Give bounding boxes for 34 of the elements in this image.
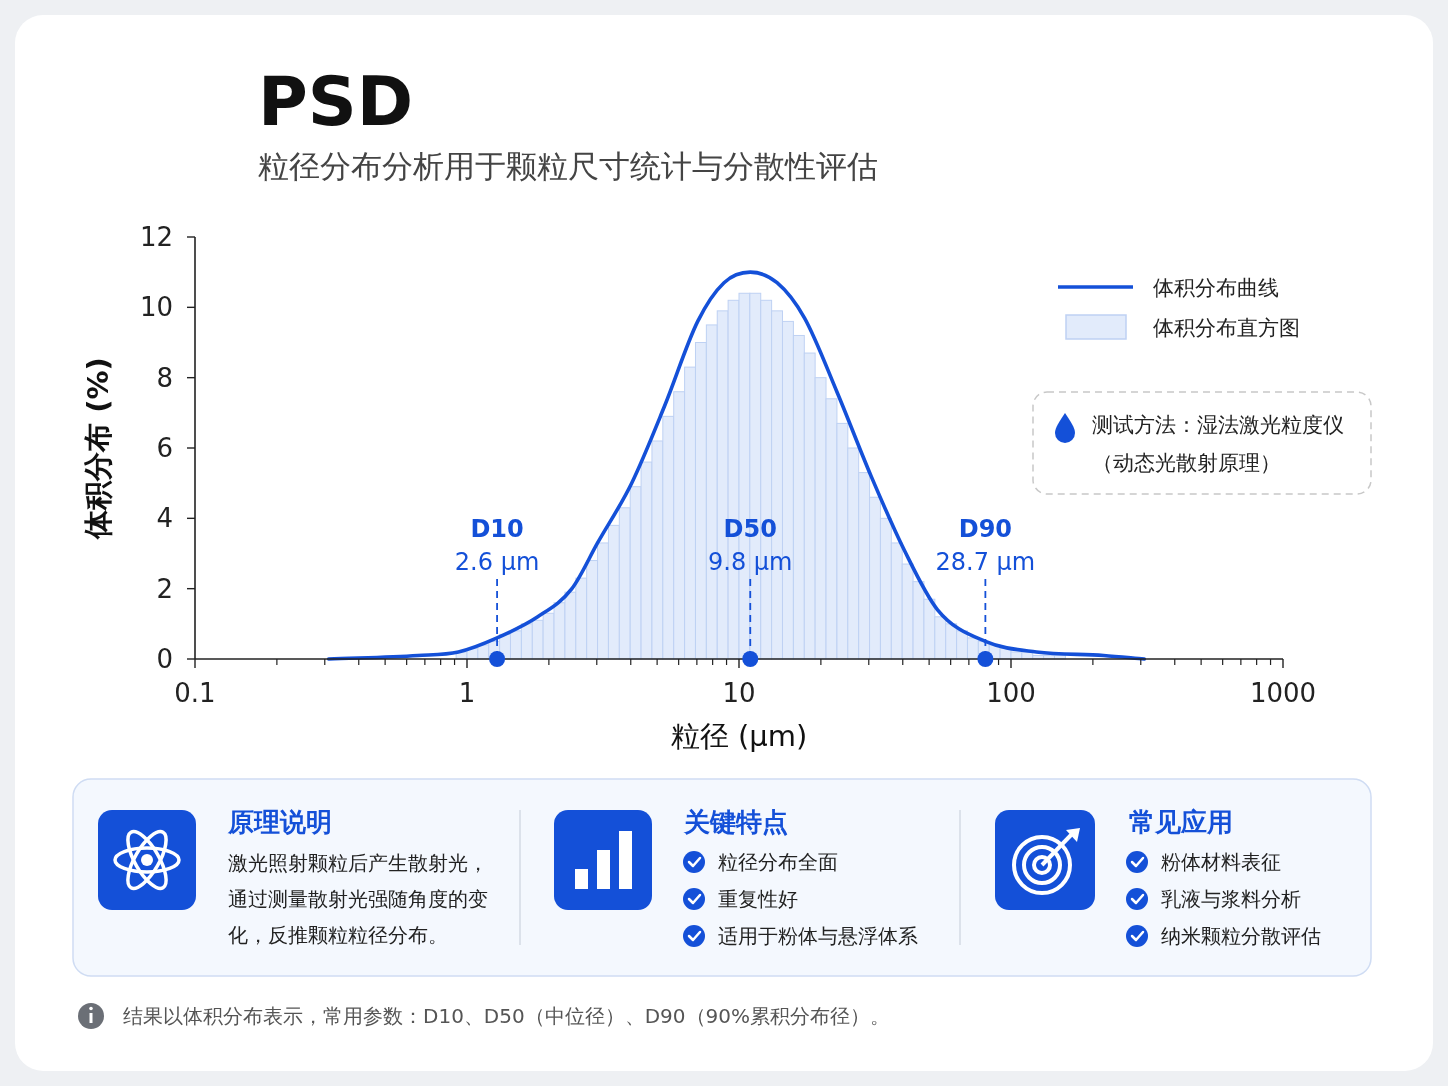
- y-tick-label: 12: [139, 222, 173, 252]
- x-axis-title: 粒径 (µm): [670, 719, 808, 753]
- legend-label: 体积分布曲线: [1153, 276, 1279, 300]
- x-tick-label: 1000: [1249, 678, 1317, 708]
- y-tick-label: 8: [156, 362, 173, 393]
- annotation: 测试方法：湿法激光粒度仪: [1092, 413, 1344, 437]
- text: 重复性好: [718, 887, 798, 911]
- ref-line-label: D50 9.8 µm: [708, 515, 793, 576]
- x-tick-label: 10: [722, 678, 756, 708]
- y-tick-label: 6: [156, 433, 173, 463]
- text: 粉体材料表征: [1161, 850, 1281, 874]
- text: 乳液与浆料分析: [1161, 887, 1301, 911]
- y-tick-label: 2: [156, 573, 173, 604]
- x-tick-label: 100: [986, 678, 1036, 708]
- text: 适用于粉体与悬浮体系: [718, 924, 918, 948]
- text: 原理说明: [227, 807, 332, 837]
- text: 关键特点: [683, 807, 788, 837]
- legend-label: 体积分布直方图: [1153, 316, 1300, 340]
- x-tick-label: 1: [458, 678, 476, 708]
- ref-line-label: D90 28.7 µm: [935, 515, 1036, 576]
- y-tick-label: 10: [139, 292, 173, 323]
- text: 粒径分布全面: [718, 850, 838, 874]
- text: 纳米颗粒分散评估: [1161, 924, 1321, 948]
- ref-line-label: D10 2.6 µm: [454, 515, 540, 576]
- text: 常见应用: [1129, 807, 1233, 837]
- y-tick-label: 4: [156, 503, 173, 534]
- annotation: （动态光散射原理）: [1092, 451, 1281, 475]
- x-tick-label: 0.1: [174, 678, 216, 708]
- y-axis-title: 体积分布 (%): [81, 357, 115, 540]
- text: 结果以体积分布表示，常用参数：D10、D50（中位径）、D90（90%累积分布径）。: [123, 1004, 891, 1028]
- chart-subtitle: 粒径分布分析用于颗粒尺寸统计与分散性评估: [258, 148, 878, 184]
- chart-title: PSD: [258, 62, 414, 141]
- text: 激光照射颗粒后产生散射光，通过测量散射光强随角度的变化，反推颗粒粒径分布。: [228, 851, 488, 947]
- y-tick-label: 0: [156, 644, 173, 674]
